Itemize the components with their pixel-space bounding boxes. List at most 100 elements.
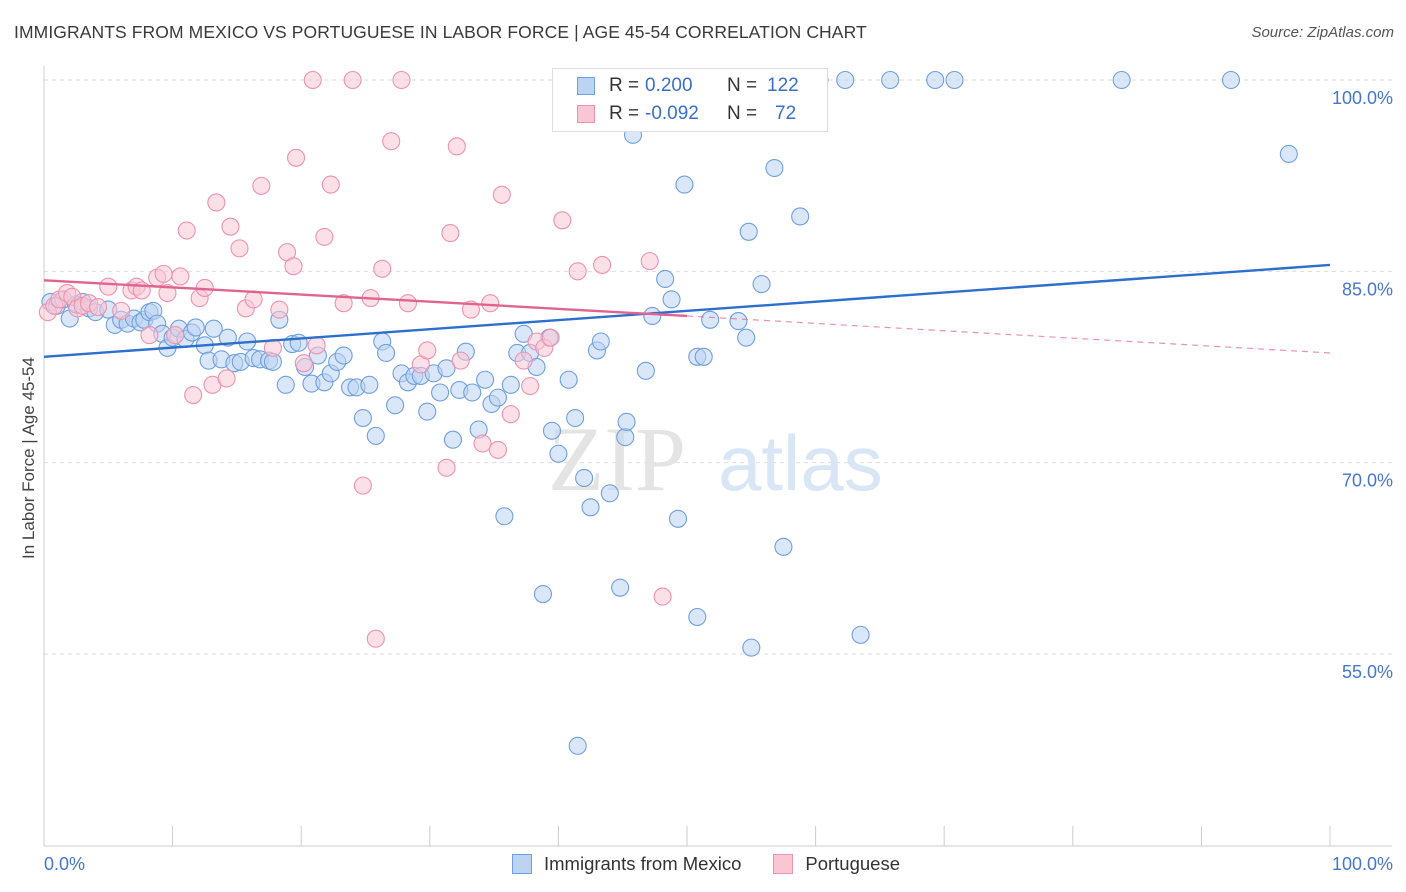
data-point: [418, 341, 437, 360]
data-point: [186, 318, 205, 337]
data-point: [386, 396, 405, 415]
data-point: [473, 434, 492, 453]
data-point: [166, 326, 185, 345]
series-portuguese: [38, 70, 672, 648]
data-point: [289, 333, 308, 352]
data-point: [851, 625, 870, 644]
data-point: [521, 377, 540, 396]
data-point: [701, 310, 720, 329]
data-point: [177, 221, 196, 240]
data-point: [643, 306, 662, 326]
data-point: [1221, 70, 1241, 90]
data-point: [541, 328, 560, 347]
data-point: [575, 468, 594, 488]
data-point: [688, 607, 707, 627]
legend-n-label: N =: [727, 103, 758, 124]
watermark-atlas: atlas: [718, 419, 883, 507]
data-point: [334, 346, 353, 365]
data-point: [656, 269, 675, 289]
data-point: [99, 277, 118, 296]
y-tick-label: 100.0%: [1332, 88, 1393, 108]
legend-label-portuguese: Portuguese: [805, 853, 900, 874]
data-point: [431, 383, 450, 402]
data-point: [481, 294, 500, 313]
data-point: [501, 405, 520, 424]
data-point: [366, 629, 385, 648]
data-point: [553, 211, 572, 230]
data-point: [765, 158, 784, 178]
data-point: [343, 70, 362, 90]
data-point: [616, 428, 635, 447]
stats-legend: R = 0.200 N = 122 R = -0.092 N = 72: [552, 68, 828, 132]
data-point: [366, 426, 385, 445]
data-point: [542, 421, 562, 440]
data-point: [207, 193, 226, 212]
tick-labels: 100.0% 85.0% 70.0% 55.0% 0.0% 100.0%: [44, 88, 1393, 874]
data-point: [307, 336, 326, 355]
data-point: [1279, 144, 1298, 164]
data-point: [158, 283, 177, 303]
data-point: [447, 137, 466, 156]
data-point: [488, 388, 508, 407]
data-point: [1112, 70, 1131, 90]
data-point: [437, 359, 456, 378]
data-point: [217, 369, 236, 388]
data-point: [568, 736, 587, 755]
data-point: [533, 584, 553, 604]
data-point: [204, 319, 223, 338]
legend-swatch-blue: [512, 854, 532, 874]
data-point: [287, 148, 306, 167]
legend-n-label: N =: [727, 75, 758, 96]
y-tick-label: 70.0%: [1342, 471, 1393, 491]
data-point: [653, 587, 672, 606]
data-point: [752, 275, 771, 294]
data-point: [559, 370, 578, 389]
data-point: [600, 484, 619, 503]
y-tick-label: 55.0%: [1342, 662, 1393, 682]
data-point: [334, 294, 353, 313]
data-point: [694, 347, 713, 366]
data-point: [360, 375, 379, 394]
trend-line-portuguese: [43, 279, 688, 318]
data-point: [377, 343, 396, 363]
data-point: [566, 408, 585, 428]
data-point: [549, 444, 568, 463]
data-point: [593, 255, 612, 275]
data-point: [492, 185, 511, 204]
series-legend: Immigrants from Mexico Portuguese: [512, 852, 932, 876]
y-axis-label: In Labor Force | Age 45-54: [19, 357, 38, 559]
watermark: ZIP atlas: [548, 408, 883, 510]
legend-item-mexico[interactable]: Immigrants from Mexico: [512, 853, 741, 875]
data-point: [742, 638, 761, 657]
data-point: [463, 383, 482, 402]
legend-r-label: R =: [609, 103, 640, 124]
axes: [43, 66, 1392, 847]
legend-n-value: 122: [767, 75, 799, 96]
data-point: [774, 537, 793, 556]
data-point: [437, 458, 456, 477]
data-point: [88, 297, 108, 317]
data-point: [636, 361, 655, 380]
data-point: [294, 354, 313, 373]
legend-r-label: R =: [609, 75, 640, 96]
legend-swatch-pink: [577, 105, 595, 123]
data-point: [218, 328, 237, 347]
data-point: [640, 252, 659, 271]
data-point: [443, 430, 462, 449]
legend-item-portuguese[interactable]: Portuguese: [773, 853, 900, 875]
data-point: [791, 207, 810, 226]
trend-lines: [43, 263, 1331, 358]
data-point: [140, 326, 159, 345]
x-tick-label: 0.0%: [44, 854, 85, 874]
trend-line-mexico: [43, 263, 1331, 358]
legend-r-value: -0.092: [645, 103, 699, 124]
data-point: [244, 290, 263, 309]
data-point: [675, 175, 694, 194]
data-point: [353, 408, 372, 428]
trend-line-portuguese-extension: [686, 315, 1331, 354]
data-point: [501, 375, 520, 394]
legend-swatch-blue: [577, 77, 595, 95]
data-point: [451, 351, 470, 370]
x-tick-label: 100.0%: [1332, 854, 1393, 874]
source-label: Source: ZipAtlas.com: [1251, 24, 1394, 41]
